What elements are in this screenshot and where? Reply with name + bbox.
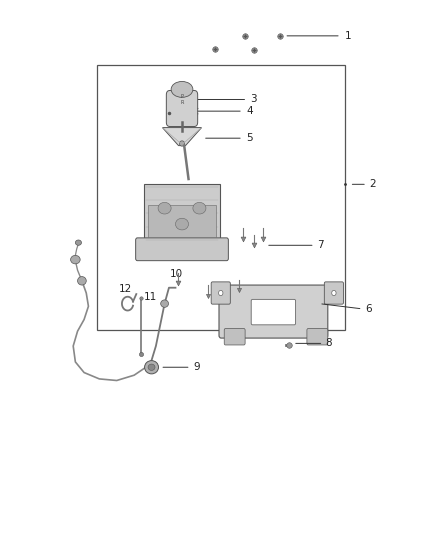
FancyBboxPatch shape bbox=[251, 300, 296, 325]
Ellipse shape bbox=[148, 364, 155, 370]
Text: 5: 5 bbox=[246, 133, 253, 143]
Text: 3: 3 bbox=[251, 94, 257, 104]
Text: 8: 8 bbox=[325, 338, 332, 349]
Ellipse shape bbox=[71, 255, 80, 264]
Bar bbox=[144, 184, 220, 243]
Polygon shape bbox=[162, 127, 201, 146]
Text: 12: 12 bbox=[119, 284, 132, 294]
Text: 1: 1 bbox=[345, 31, 352, 41]
FancyBboxPatch shape bbox=[307, 328, 328, 345]
FancyBboxPatch shape bbox=[219, 285, 328, 338]
Ellipse shape bbox=[75, 240, 81, 245]
Text: 7: 7 bbox=[317, 240, 324, 251]
Ellipse shape bbox=[180, 141, 185, 146]
FancyBboxPatch shape bbox=[166, 91, 198, 126]
Ellipse shape bbox=[332, 290, 336, 296]
Ellipse shape bbox=[171, 82, 193, 98]
FancyBboxPatch shape bbox=[324, 282, 343, 304]
Text: 4: 4 bbox=[246, 106, 253, 116]
Text: P
R: P R bbox=[180, 94, 184, 105]
Ellipse shape bbox=[158, 203, 171, 214]
Ellipse shape bbox=[161, 300, 169, 308]
FancyBboxPatch shape bbox=[224, 328, 245, 345]
Text: 2: 2 bbox=[369, 179, 376, 189]
FancyBboxPatch shape bbox=[136, 238, 228, 261]
Ellipse shape bbox=[193, 203, 206, 214]
FancyBboxPatch shape bbox=[211, 282, 230, 304]
Bar bbox=[148, 205, 216, 237]
Text: 11: 11 bbox=[144, 292, 157, 302]
Ellipse shape bbox=[145, 361, 159, 374]
Ellipse shape bbox=[78, 277, 86, 285]
Ellipse shape bbox=[219, 290, 223, 296]
Text: 10: 10 bbox=[170, 270, 184, 279]
Text: 6: 6 bbox=[365, 304, 371, 314]
Ellipse shape bbox=[176, 218, 188, 230]
Bar bbox=[97, 65, 345, 330]
Text: 9: 9 bbox=[193, 362, 200, 372]
